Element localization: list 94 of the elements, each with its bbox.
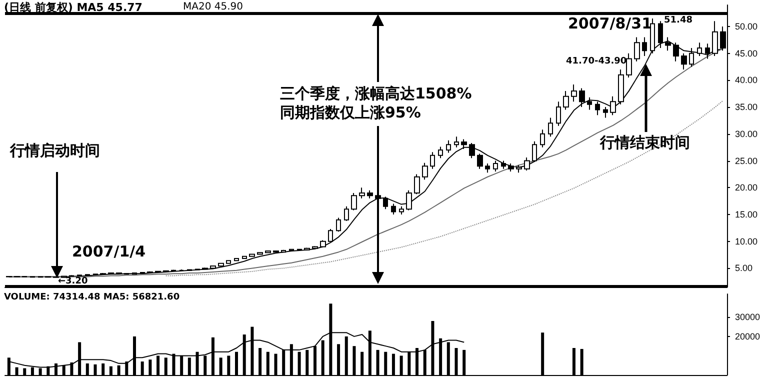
candlestick <box>195 268 200 271</box>
candlestick <box>477 153 483 170</box>
candlestick <box>556 101 561 126</box>
candlestick <box>116 272 122 274</box>
candlestick <box>367 190 373 199</box>
candlestick <box>595 101 600 116</box>
candlestick <box>681 52 687 70</box>
candlestick <box>430 152 435 170</box>
candlestick <box>147 270 153 274</box>
candlestick <box>187 268 192 272</box>
candlestick <box>626 52 632 78</box>
annotation: ←3.20 <box>58 276 88 286</box>
candlestick <box>485 162 490 174</box>
candlestick <box>281 249 286 254</box>
candlestick <box>257 252 263 256</box>
candlestick <box>446 140 451 154</box>
candlestick <box>218 262 224 267</box>
candlestick <box>383 196 388 210</box>
candlestick <box>234 257 239 262</box>
y-tick-label: 5.00 <box>735 263 753 274</box>
candlestick <box>571 84 577 102</box>
candlestick <box>634 36 640 62</box>
candlestick <box>242 255 247 260</box>
candlestick <box>603 106 608 118</box>
candlestick <box>422 162 428 180</box>
candlestick <box>289 248 294 252</box>
candlestick <box>610 96 616 116</box>
y-tick-label: 10.00 <box>735 236 758 246</box>
annotation: 51.48 <box>664 16 692 26</box>
y-tick-label: 30000 <box>735 312 760 322</box>
annotation: (日线 前复权) MA5 45.77 <box>4 1 142 14</box>
y-tick-label: 45.00 <box>735 48 758 58</box>
candlestick <box>540 129 545 148</box>
candlestick <box>461 138 467 150</box>
candlestick <box>563 90 569 110</box>
annotation: 行情启动时间 <box>9 142 100 160</box>
candlestick <box>304 247 310 251</box>
candlestick <box>524 157 530 171</box>
candlestick <box>469 142 475 159</box>
candlestick <box>297 248 302 251</box>
candlestick <box>359 187 365 199</box>
candlestick <box>406 190 412 211</box>
y-tick-label: 25.00 <box>735 156 758 166</box>
y-tick-label: 50.00 <box>735 21 758 32</box>
candlestick <box>226 260 231 264</box>
candlestick <box>391 203 396 215</box>
candlestick <box>689 47 694 68</box>
annotation: 同期指数仅上涨95% <box>280 104 421 122</box>
candlestick <box>501 160 506 170</box>
y-tick-label: 20000 <box>735 331 760 342</box>
y-tick-label: 35.00 <box>735 102 758 112</box>
candlestick <box>587 96 592 110</box>
y-tick-label: 20.00 <box>735 182 758 193</box>
candlestick <box>336 217 341 232</box>
candlestick <box>532 140 537 162</box>
candlestick <box>155 270 161 273</box>
line-series <box>165 100 724 276</box>
candlestick <box>171 269 176 272</box>
candlestick <box>328 228 333 242</box>
candlestick <box>140 271 145 274</box>
candlestick <box>516 164 522 174</box>
annotation: 41.70-43.90 <box>566 56 627 66</box>
candlestick <box>642 36 647 57</box>
candlestick <box>312 246 318 250</box>
candlestick <box>493 160 498 172</box>
y-tick-label: 40.00 <box>735 75 758 86</box>
candlestick <box>579 88 585 108</box>
candlestick <box>249 253 255 258</box>
y-tick-label: 15.00 <box>735 209 758 220</box>
candlestick <box>163 270 169 272</box>
y-tick-label: 30.00 <box>735 128 758 139</box>
annotation: MA20 45.90 <box>183 2 243 12</box>
candlestick <box>320 240 326 248</box>
annotation: 2007/8/31 <box>568 14 652 32</box>
candlestick <box>414 174 420 195</box>
annotation: 行情结束时间 <box>599 134 690 152</box>
candlestick <box>273 250 279 254</box>
candlestick <box>351 192 357 211</box>
candlestick <box>705 43 710 60</box>
candlestick <box>210 265 216 269</box>
annotation: 三个季度，涨幅高达1508% <box>280 84 472 102</box>
annotation: 2007/1/4 <box>72 242 146 260</box>
candlestick <box>454 136 459 148</box>
candlestick <box>399 206 404 215</box>
candlestick <box>438 146 443 159</box>
candlestick <box>132 272 137 275</box>
candlestick <box>344 206 349 222</box>
candlestick <box>548 117 553 138</box>
candlestick <box>618 68 624 105</box>
candlestick <box>508 162 514 172</box>
candlestick <box>108 272 114 274</box>
candlestick <box>265 250 271 254</box>
candlestick <box>202 267 208 270</box>
annotation: VOLUME: 74314.48 MA5: 56821.60 <box>4 292 180 302</box>
